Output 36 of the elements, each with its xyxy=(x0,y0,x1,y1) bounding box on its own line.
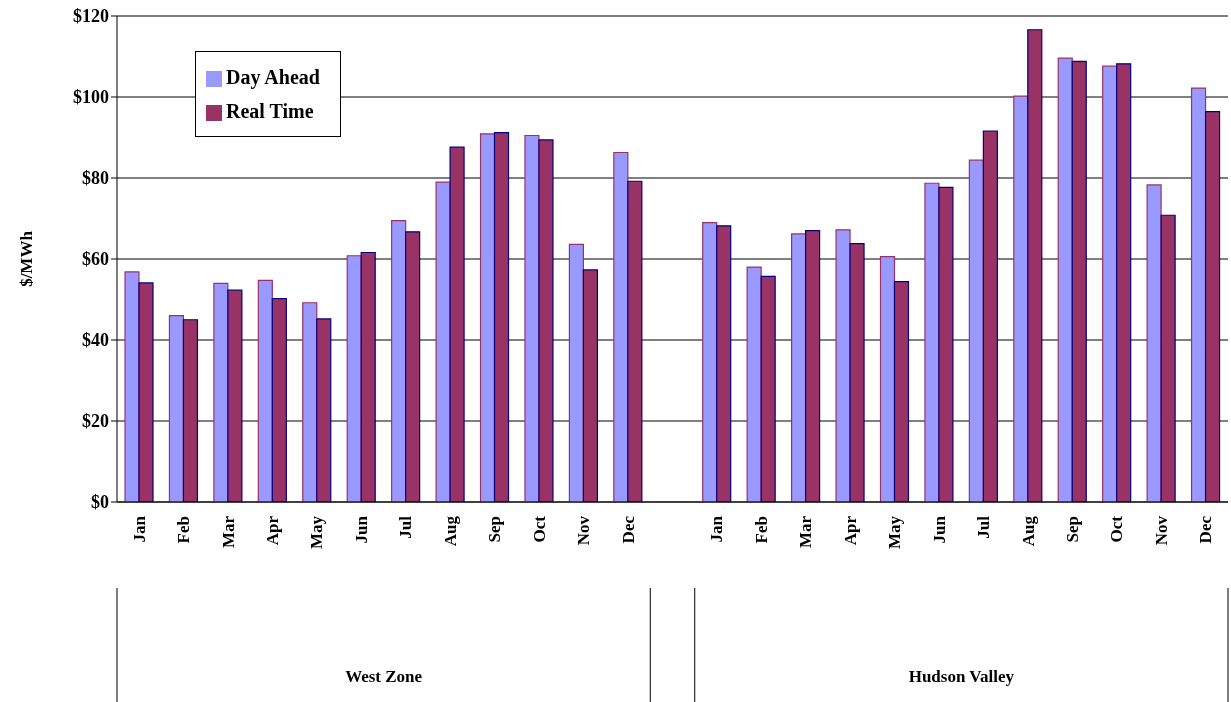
x-tick-label: May xyxy=(885,515,905,550)
x-tick-label: Sep xyxy=(485,516,505,543)
y-tick-label: $0 xyxy=(91,492,109,513)
legend-label: Real Time xyxy=(226,100,314,122)
y-tick-label: $100 xyxy=(73,87,109,108)
x-tick-label: Mar xyxy=(218,515,238,549)
x-tick-label: Dec xyxy=(1196,515,1216,544)
x-tick-label: Feb xyxy=(751,516,771,544)
x-tick-label: Oct xyxy=(1107,515,1127,543)
y-tick-label: $120 xyxy=(73,6,109,27)
x-tick-label: Oct xyxy=(529,515,549,543)
x-tick-label: Jul xyxy=(396,515,416,539)
x-tick-label: Aug xyxy=(1018,515,1038,547)
x-tick-label: Jan xyxy=(707,515,727,543)
text: Hudson Valley xyxy=(907,667,1016,687)
x-tick-label: Jun xyxy=(929,515,949,544)
y-axis-title: $/MWh xyxy=(17,230,37,287)
x-tick-label: Jan xyxy=(129,515,149,543)
y-tick-label: $60 xyxy=(82,249,109,270)
x-tick-label: Nov xyxy=(574,515,594,546)
x-tick-label: Dec xyxy=(618,515,638,544)
text: West Zone xyxy=(344,667,424,687)
x-tick-label: May xyxy=(307,515,327,550)
y-tick-label: $40 xyxy=(82,330,109,351)
x-tick-label: Jul xyxy=(974,515,994,539)
x-tick-label: Aug xyxy=(440,515,460,547)
x-tick-label: Feb xyxy=(174,516,194,544)
y-tick-label: $80 xyxy=(82,168,109,189)
x-tick-label: Apr xyxy=(840,515,860,546)
x-tick-label: Nov xyxy=(1151,515,1171,546)
y-tick-label: $20 xyxy=(82,411,109,432)
x-tick-label: Jun xyxy=(351,515,371,544)
x-tick-label: Sep xyxy=(1062,516,1082,543)
legend-label: Day Ahead xyxy=(226,66,320,88)
x-tick-label: Mar xyxy=(796,515,816,549)
x-tick-label: Apr xyxy=(263,515,283,546)
